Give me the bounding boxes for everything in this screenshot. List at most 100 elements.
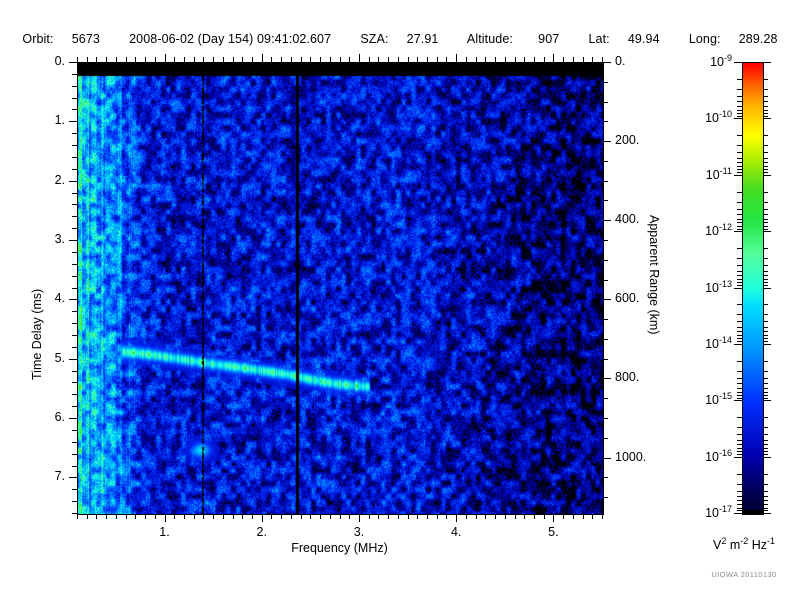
colorbar-minor-tick <box>763 427 768 429</box>
y-axis-right-title: Apparent Range (km) <box>647 215 661 335</box>
x-minor-tick <box>106 514 108 519</box>
colorbar-units-label: V2 m-2 Hz-1 <box>688 536 800 552</box>
y-right-minor-tick <box>603 121 608 123</box>
y-left-tick-label-2: 2. <box>54 172 65 187</box>
colorbar-tick-mantissa: 10 <box>705 337 719 352</box>
y-left-minor-tick <box>72 334 77 336</box>
colorbar-minor-tick <box>763 326 768 328</box>
y-left-minor-tick <box>72 145 77 147</box>
colorbar-minor-tick <box>737 417 742 419</box>
y-left-minor-tick <box>72 275 77 277</box>
x-minor-tick <box>115 514 117 519</box>
colorbar-minor-tick <box>737 304 742 306</box>
colorbar-minor-tick <box>737 78 742 80</box>
y-left-tick-label-7: 7. <box>54 469 65 484</box>
x-minor-tick <box>154 514 156 519</box>
y-left-minor-tick <box>72 501 77 503</box>
x-mirror-tick <box>320 57 322 62</box>
y-right-minor-tick <box>603 279 608 281</box>
colorbar-tick-exponent: -9 <box>723 53 732 63</box>
colorbar-minor-tick <box>737 427 742 429</box>
colorbar-minor-tick <box>737 490 742 492</box>
colorbar-minor-tick <box>737 434 742 436</box>
colorbar-tick-mantissa: 10 <box>705 224 719 239</box>
colorbar-minor-tick <box>737 225 742 227</box>
colorbar-minor-tick <box>763 377 768 379</box>
units-hz: Hz <box>748 538 767 553</box>
colorbar-minor-tick <box>763 152 768 154</box>
colorbar-minor-tick <box>737 208 742 210</box>
colorbar-minor-tick <box>737 451 742 453</box>
colorbar-minor-tick <box>763 105 768 107</box>
x-minor-tick <box>533 514 535 519</box>
x-mirror-tick <box>504 57 506 62</box>
x-minor-tick <box>310 514 312 519</box>
colorbar-major-tick <box>734 513 742 514</box>
longitude-value: 289.28 <box>738 32 778 46</box>
colorbar-minor-tick <box>763 201 768 203</box>
x-minor-tick <box>563 514 565 519</box>
y-right-tick-label-800: 800. <box>615 370 640 385</box>
colorbar-minor-tick <box>737 370 742 372</box>
colorbar-major-tick <box>734 456 742 458</box>
colorbar-minor-tick <box>737 105 742 107</box>
colorbar-minor-tick <box>763 314 768 316</box>
x-mirror-tick <box>358 54 360 62</box>
y-right-minor-tick <box>603 338 608 340</box>
colorbar-minor-tick <box>737 109 742 111</box>
x-mirror-tick <box>572 57 574 62</box>
colorbar-minor-tick <box>763 397 768 399</box>
y-left-minor-tick <box>72 73 77 75</box>
colorbar-minor-tick <box>763 225 768 227</box>
x-minor-tick <box>329 514 331 519</box>
colorbar-major-tick <box>763 174 771 176</box>
y-left-major-tick <box>69 240 77 242</box>
colorbar-minor-tick <box>737 500 742 502</box>
colorbar-minor-tick <box>737 228 742 230</box>
y-right-tick-label-1000: 1000. <box>615 449 647 464</box>
colorbar-minor-tick <box>737 258 742 260</box>
y-left-minor-tick <box>72 192 77 194</box>
y-left-major-tick <box>69 418 77 420</box>
y-left-major-tick <box>69 62 77 63</box>
x-mirror-tick <box>417 57 419 62</box>
y-left-minor-tick <box>72 97 77 99</box>
colorbar-minor-tick <box>763 454 768 456</box>
x-tick-label-5: 5. <box>548 525 559 539</box>
colorbar-minor-tick <box>763 95 768 97</box>
x-mirror-tick <box>329 57 331 62</box>
colorbar-minor-tick <box>737 341 742 343</box>
y-left-minor-tick <box>72 85 77 87</box>
x-mirror-tick <box>456 54 458 62</box>
x-mirror-tick <box>388 57 390 62</box>
colorbar-tick-mantissa: 10 <box>710 55 724 70</box>
y-left-minor-tick <box>72 109 77 111</box>
colorbar-tick-exponent: -16 <box>718 447 732 458</box>
x-minor-tick <box>222 514 224 519</box>
units-m-exponent: -2 <box>740 536 749 546</box>
colorbar-tick-label--12: 10-12 <box>674 222 732 238</box>
x-major-tick <box>553 514 555 522</box>
colorbar-minor-tick <box>763 360 768 362</box>
colorbar-minor-tick <box>763 394 768 396</box>
y-left-minor-tick <box>72 204 77 206</box>
y-right-minor-tick <box>603 200 608 202</box>
y-right-major-tick <box>603 457 611 459</box>
x-mirror-tick <box>524 57 526 62</box>
colorbar-minor-tick <box>737 265 742 267</box>
colorbar-minor-tick <box>737 278 742 280</box>
x-mirror-tick <box>465 57 467 62</box>
x-minor-tick <box>582 514 584 519</box>
x-mirror-tick <box>592 57 594 62</box>
x-minor-tick <box>145 514 147 519</box>
colorbar-minor-tick <box>737 191 742 193</box>
y-left-minor-tick <box>72 263 77 265</box>
x-minor-tick <box>504 514 506 519</box>
y-left-minor-tick <box>72 311 77 313</box>
colorbar-minor-tick <box>763 218 768 220</box>
y-left-major-tick <box>69 299 77 301</box>
colorbar-minor-tick <box>737 496 742 498</box>
colorbar-minor-tick <box>737 394 742 396</box>
x-tick-label-3: 3. <box>353 525 365 539</box>
colorbar-tick-label--10: 10-10 <box>674 109 732 125</box>
